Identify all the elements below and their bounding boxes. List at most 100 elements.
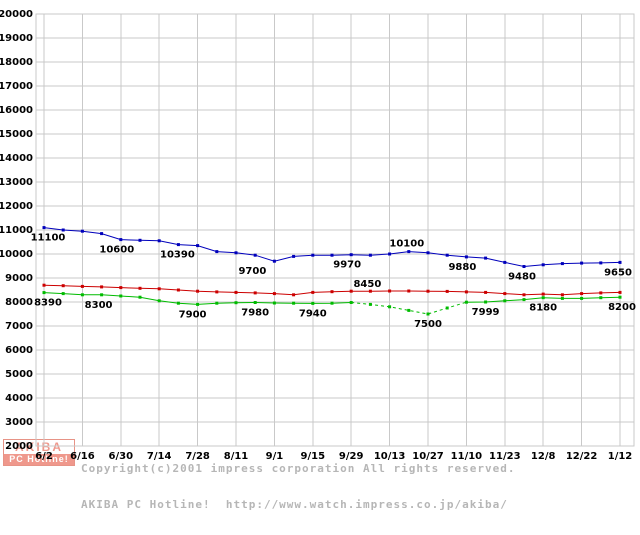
data-point [484,290,488,294]
svg-text:1/12: 1/12 [608,451,633,462]
data-point [368,289,372,293]
data-point [349,301,353,304]
series-low-line [351,301,467,315]
svg-text:13000: 13000 [0,177,33,188]
grid [35,13,635,447]
data-point [388,252,392,256]
data-point [234,301,238,305]
data-point [388,305,392,309]
data-point [560,262,564,266]
data-point [176,301,180,305]
data-point [253,291,257,295]
akiba-logo-text: AKIBA [4,440,74,454]
data-point [292,254,296,258]
data-point [196,289,200,293]
svg-text:10390: 10390 [160,250,195,261]
svg-text:6000: 6000 [5,345,33,356]
data-point [215,250,219,254]
data-point [522,265,526,268]
data-point [61,228,65,232]
data-point [253,301,257,304]
svg-text:8450: 8450 [353,279,381,290]
data-point [464,300,468,304]
data-point [42,226,46,230]
svg-text:9/29: 9/29 [339,451,364,462]
data-point [445,289,449,293]
svg-text:20000: 20000 [0,9,33,20]
svg-text:9700: 9700 [238,266,266,277]
data-point [560,296,564,300]
data-point [484,300,488,304]
svg-text:10600: 10600 [99,245,134,256]
svg-text:9880: 9880 [448,262,476,273]
data-point [503,292,507,296]
svg-text:5000: 5000 [5,369,33,380]
data-point [407,289,411,293]
data-point [157,287,161,291]
site-url-line: AKIBA PC Hotline! http://www.watch.impre… [81,498,508,511]
data-point [119,238,123,242]
data-point [42,283,46,287]
data-point [61,292,65,296]
data-point [196,244,200,248]
svg-text:7980: 7980 [241,308,269,319]
svg-text:15000: 15000 [0,129,33,140]
svg-text:8/11: 8/11 [224,451,249,462]
data-point [368,253,372,257]
data-point [215,290,219,294]
data-point [580,261,584,265]
svg-text:11/10: 11/10 [451,451,483,462]
svg-text:9480: 9480 [508,272,536,283]
svg-text:12/8: 12/8 [531,451,556,462]
data-point [580,292,584,296]
svg-text:10/13: 10/13 [374,451,406,462]
akiba-logo: AKIBA PC Hotline! [3,439,75,466]
data-point [484,256,488,260]
svg-text:11000: 11000 [0,225,33,236]
data-point [503,260,507,264]
svg-text:6/2: 6/2 [35,451,53,462]
data-point [100,232,104,236]
svg-text:14000: 14000 [0,153,33,164]
data-point [61,284,65,288]
svg-text:12000: 12000 [0,201,33,212]
data-point [522,293,526,297]
data-point [599,261,603,265]
data-point [80,293,84,297]
svg-text:9970: 9970 [333,260,361,271]
data-point [330,253,334,257]
series-mid [42,283,622,297]
data-point [426,312,430,316]
data-point [176,288,180,292]
data-point [426,289,430,293]
svg-text:8000: 8000 [5,297,33,308]
svg-text:10100: 10100 [389,239,424,250]
copyright-line: Copyright(c)2001 impress corporation All… [81,462,516,475]
svg-text:9000: 9000 [5,273,33,284]
data-point [272,292,276,296]
data-point [272,301,276,305]
data-point [119,286,123,290]
data-point [599,291,603,295]
data-point [311,253,315,257]
data-point [618,290,622,294]
data-point [234,290,238,294]
data-point [580,296,584,300]
series-mid-line [43,284,621,296]
svg-text:8200: 8200 [608,302,636,313]
data-point [292,301,296,305]
svg-text:4000: 4000 [5,393,33,404]
data-point [157,239,161,243]
data-point [138,286,142,290]
data-point [464,290,468,294]
data-point [138,295,142,299]
data-point [157,299,161,303]
series-low [42,291,622,316]
data-point [330,290,334,294]
data-point [388,289,392,293]
data-point [426,251,430,255]
point-labels: 11100 10600 10390 9700 9970 10100 9880 9480 9650… [31,233,636,330]
svg-text:17000: 17000 [0,81,33,92]
data-point [119,294,123,298]
data-point [445,306,449,310]
